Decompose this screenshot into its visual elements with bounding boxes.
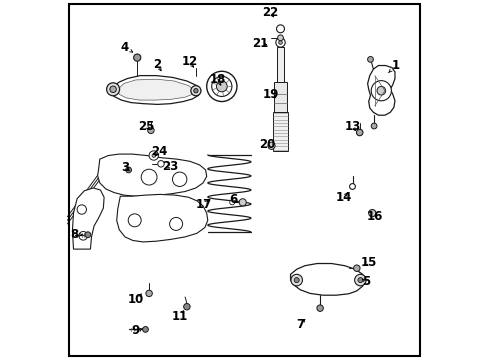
Text: 12: 12 xyxy=(181,55,198,68)
Circle shape xyxy=(152,154,155,157)
Text: 4: 4 xyxy=(121,41,132,54)
Circle shape xyxy=(294,278,299,283)
Text: 9: 9 xyxy=(131,324,142,337)
Circle shape xyxy=(267,142,275,149)
Polygon shape xyxy=(117,194,207,242)
Circle shape xyxy=(141,169,157,185)
Circle shape xyxy=(276,25,284,33)
Circle shape xyxy=(290,274,302,286)
Text: 22: 22 xyxy=(262,6,278,19)
Circle shape xyxy=(353,265,359,271)
Text: 21: 21 xyxy=(252,37,268,50)
Circle shape xyxy=(133,54,141,61)
Circle shape xyxy=(367,57,373,62)
Circle shape xyxy=(277,35,283,41)
Circle shape xyxy=(349,184,355,189)
Circle shape xyxy=(85,232,91,238)
Circle shape xyxy=(125,167,131,173)
Polygon shape xyxy=(274,82,286,112)
Polygon shape xyxy=(118,79,194,100)
Circle shape xyxy=(211,76,231,96)
Text: 3: 3 xyxy=(121,161,129,174)
Polygon shape xyxy=(276,47,284,82)
Text: 15: 15 xyxy=(360,256,376,269)
Text: 1: 1 xyxy=(388,59,399,72)
Polygon shape xyxy=(72,188,104,249)
Circle shape xyxy=(147,127,154,134)
Circle shape xyxy=(110,86,116,93)
Text: 20: 20 xyxy=(258,138,274,151)
Polygon shape xyxy=(367,66,394,115)
Text: 5: 5 xyxy=(361,275,369,288)
Circle shape xyxy=(190,86,201,96)
Text: 14: 14 xyxy=(335,191,351,204)
Circle shape xyxy=(229,200,234,205)
Text: 11: 11 xyxy=(171,310,187,323)
Circle shape xyxy=(158,161,164,167)
Circle shape xyxy=(357,278,362,283)
Circle shape xyxy=(356,129,362,136)
Circle shape xyxy=(206,71,237,102)
Text: 18: 18 xyxy=(209,73,225,86)
Circle shape xyxy=(376,86,385,95)
Text: 25: 25 xyxy=(138,120,154,133)
Circle shape xyxy=(77,205,86,214)
Circle shape xyxy=(278,41,282,44)
Text: 6: 6 xyxy=(228,193,237,206)
Circle shape xyxy=(370,123,376,129)
Circle shape xyxy=(172,172,186,186)
Circle shape xyxy=(142,327,148,332)
Text: 16: 16 xyxy=(366,210,382,223)
Circle shape xyxy=(370,81,390,101)
Text: 7: 7 xyxy=(296,318,305,331)
Circle shape xyxy=(368,210,375,217)
Circle shape xyxy=(79,231,87,240)
Circle shape xyxy=(106,83,120,96)
Text: 17: 17 xyxy=(196,198,212,211)
Text: 2: 2 xyxy=(153,58,161,71)
Circle shape xyxy=(275,38,285,47)
Text: 23: 23 xyxy=(162,160,179,173)
Circle shape xyxy=(239,199,246,206)
Polygon shape xyxy=(273,112,287,151)
Text: 8: 8 xyxy=(70,228,82,241)
Circle shape xyxy=(149,151,158,160)
Polygon shape xyxy=(107,76,200,104)
Circle shape xyxy=(169,217,182,230)
Polygon shape xyxy=(290,264,365,295)
Circle shape xyxy=(128,214,141,227)
Circle shape xyxy=(183,303,190,310)
Text: 10: 10 xyxy=(127,293,143,306)
Circle shape xyxy=(316,305,323,311)
Circle shape xyxy=(145,290,152,297)
Circle shape xyxy=(354,274,366,286)
Polygon shape xyxy=(98,154,206,196)
Text: 13: 13 xyxy=(344,120,360,133)
Text: 19: 19 xyxy=(262,88,278,101)
Text: 24: 24 xyxy=(150,145,167,158)
Circle shape xyxy=(216,81,227,92)
Circle shape xyxy=(193,89,198,93)
